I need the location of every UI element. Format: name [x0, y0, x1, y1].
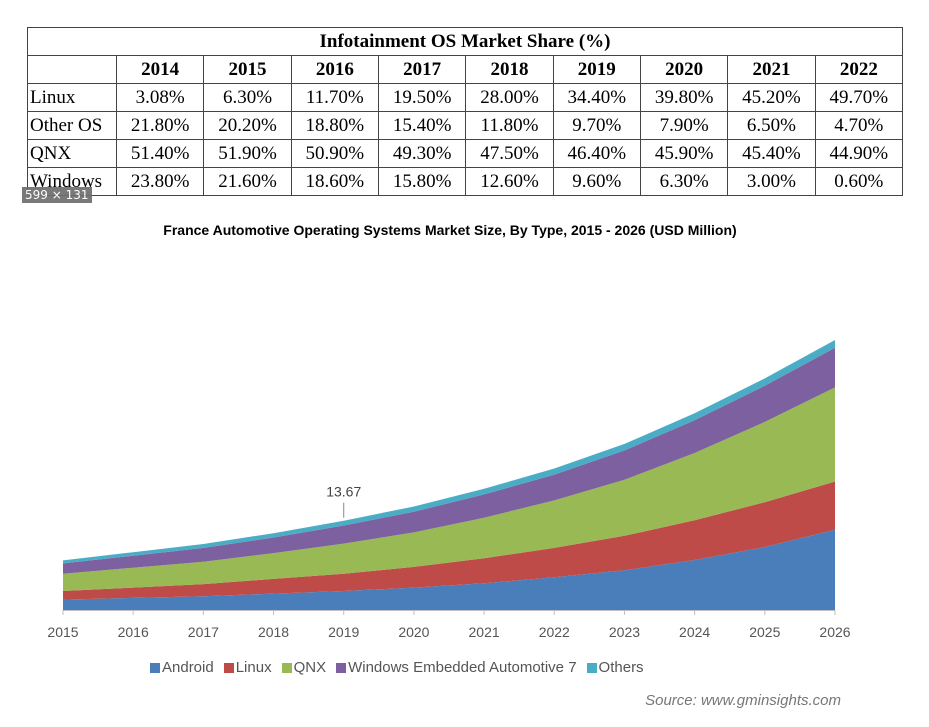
legend-item: QNX — [272, 659, 327, 676]
area-series-qnx — [63, 387, 835, 591]
legend-swatch — [223, 662, 234, 673]
chart-title: France Automotive Operating Systems Mark… — [163, 222, 737, 238]
x-tick-label: 2025 — [749, 624, 780, 640]
table-cell: 7.90% — [639, 111, 729, 140]
legend-item: Android — [140, 659, 214, 676]
source-credit: Source: www.gminsights.com — [645, 692, 841, 709]
legend-item: Windows Embedded Automotive 7 — [326, 659, 577, 676]
table-cell: 0.60% — [814, 167, 904, 196]
legend-label: QNX — [293, 659, 327, 676]
image-size-badge: 599 × 131 — [22, 187, 92, 203]
table-cell: 34.40% — [552, 83, 641, 112]
table-cell: 21.60% — [203, 167, 292, 196]
table-title-row: Infotainment OS Market Share (%) — [27, 27, 903, 56]
chart-legend: Android Linux QNX Windows Embedded Automoti… — [140, 659, 644, 676]
x-tick-label: 2015 — [47, 624, 78, 640]
legend-swatch — [281, 662, 292, 673]
legend-item: Others — [577, 659, 644, 676]
legend-swatch — [586, 662, 597, 673]
table-cell: 23.80% — [115, 167, 205, 196]
table-year-header: 2021 — [727, 55, 816, 84]
table-cell: 11.80% — [465, 111, 554, 140]
x-tick-label: 2020 — [398, 624, 429, 640]
table-cell: 39.80% — [639, 83, 729, 112]
x-tick-label: 2016 — [118, 624, 149, 640]
legend-swatch — [336, 662, 347, 673]
x-tick-label: 2021 — [469, 624, 500, 640]
table-cell: 50.90% — [290, 139, 379, 168]
table-cell: 20.20% — [203, 111, 292, 140]
table-cell: 6.30% — [639, 167, 729, 196]
legend-label: Android — [162, 659, 214, 676]
table-cell: 12.60% — [465, 167, 554, 196]
x-tick-label: 2024 — [679, 624, 710, 640]
table-cell: 19.50% — [377, 83, 467, 112]
x-tick-label: 2019 — [328, 624, 359, 640]
x-tick-label: 2018 — [258, 624, 289, 640]
table-cell: 44.90% — [814, 139, 904, 168]
table-cell: 15.80% — [377, 167, 467, 196]
x-tick-label: 2023 — [609, 624, 640, 640]
legend-label: Windows Embedded Automotive 7 — [348, 659, 577, 676]
table-year-header: 2018 — [465, 55, 554, 84]
table-cell: 3.00% — [727, 167, 816, 196]
table-cell: 46.40% — [552, 139, 641, 168]
infotainment-os-market-share-table: Infotainment OS Market Share (%) 2014 20… — [27, 27, 904, 196]
table-row: Windows 23.80% 21.60% 18.60% 15.80% 12.6… — [27, 167, 904, 196]
table-year-header: 2022 — [814, 55, 904, 84]
table-cell: 49.30% — [377, 139, 467, 168]
table-cell: 51.90% — [203, 139, 292, 168]
table-cell: 18.60% — [290, 167, 379, 196]
x-tick-label: 2017 — [188, 624, 219, 640]
x-tick-label: 2022 — [539, 624, 570, 640]
table-header-row: 2014 2015 2016 2017 2018 2019 2020 2021 … — [27, 55, 904, 84]
table-row: Other OS 21.80% 20.20% 18.80% 15.40% 11.… — [27, 111, 904, 140]
table-row-label: QNX — [27, 139, 117, 168]
table-title: Infotainment OS Market Share (%) — [27, 27, 903, 56]
table-cell: 45.40% — [727, 139, 816, 168]
table-row-label: Linux — [27, 83, 117, 112]
table-row-label: Other OS — [27, 111, 117, 140]
area-series-android — [63, 529, 835, 610]
table-cell: 18.80% — [290, 111, 379, 140]
table-cell: 21.80% — [115, 111, 205, 140]
table-cell: 4.70% — [814, 111, 904, 140]
table-corner-cell — [27, 55, 117, 84]
legend-item: Linux — [214, 659, 272, 676]
annotation-label: 13.67 — [326, 484, 361, 500]
legend-label: Linux — [235, 659, 272, 676]
area-series-linux — [63, 481, 835, 600]
table-row: QNX 51.40% 51.90% 50.90% 49.30% 47.50% 4… — [27, 139, 904, 168]
legend-swatch — [150, 662, 160, 673]
table-cell: 45.20% — [727, 83, 816, 112]
table-cell: 9.70% — [552, 111, 641, 140]
table-cell: 15.40% — [377, 111, 467, 140]
table-year-header: 2015 — [203, 55, 292, 84]
legend-label: Others — [598, 659, 644, 676]
table-cell: 6.30% — [203, 83, 292, 112]
x-tick-label: 2026 — [819, 624, 850, 640]
